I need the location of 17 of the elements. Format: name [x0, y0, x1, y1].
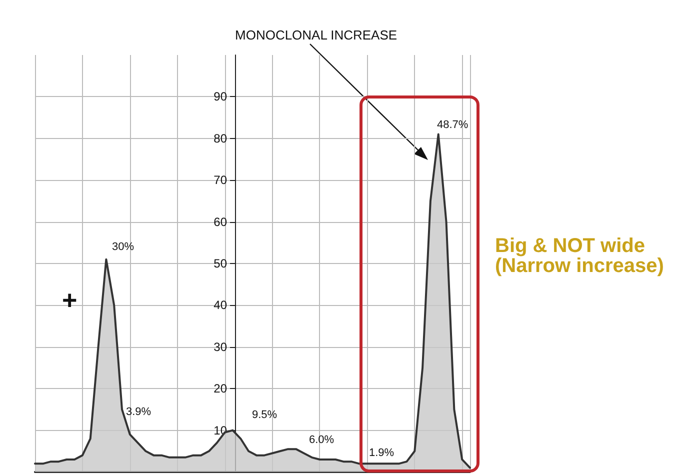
y-tick-label: 50	[214, 256, 228, 270]
annotation: 6.0%	[309, 434, 334, 446]
y-tick-label: 40	[214, 298, 228, 312]
y-tick-label: 60	[214, 214, 228, 229]
y-tick-label: 90	[214, 90, 228, 104]
text: Big & NOT wide (Narrow increase)	[495, 235, 664, 277]
annotation: 48.7%	[437, 119, 468, 131]
annotation: 3.9%	[126, 406, 152, 418]
y-tick-label: 20	[214, 382, 228, 396]
annotation: 30%	[112, 241, 134, 253]
y-tick-label: 70	[214, 173, 228, 188]
text: MONOCLONAL INCREASE	[235, 28, 398, 42]
annotation: 1.9%	[369, 447, 394, 459]
annotation: 9.5%	[252, 409, 278, 421]
y-tick-label: 80	[214, 131, 228, 146]
y-tick-label: 30	[214, 340, 228, 354]
annotation: +	[62, 285, 78, 315]
